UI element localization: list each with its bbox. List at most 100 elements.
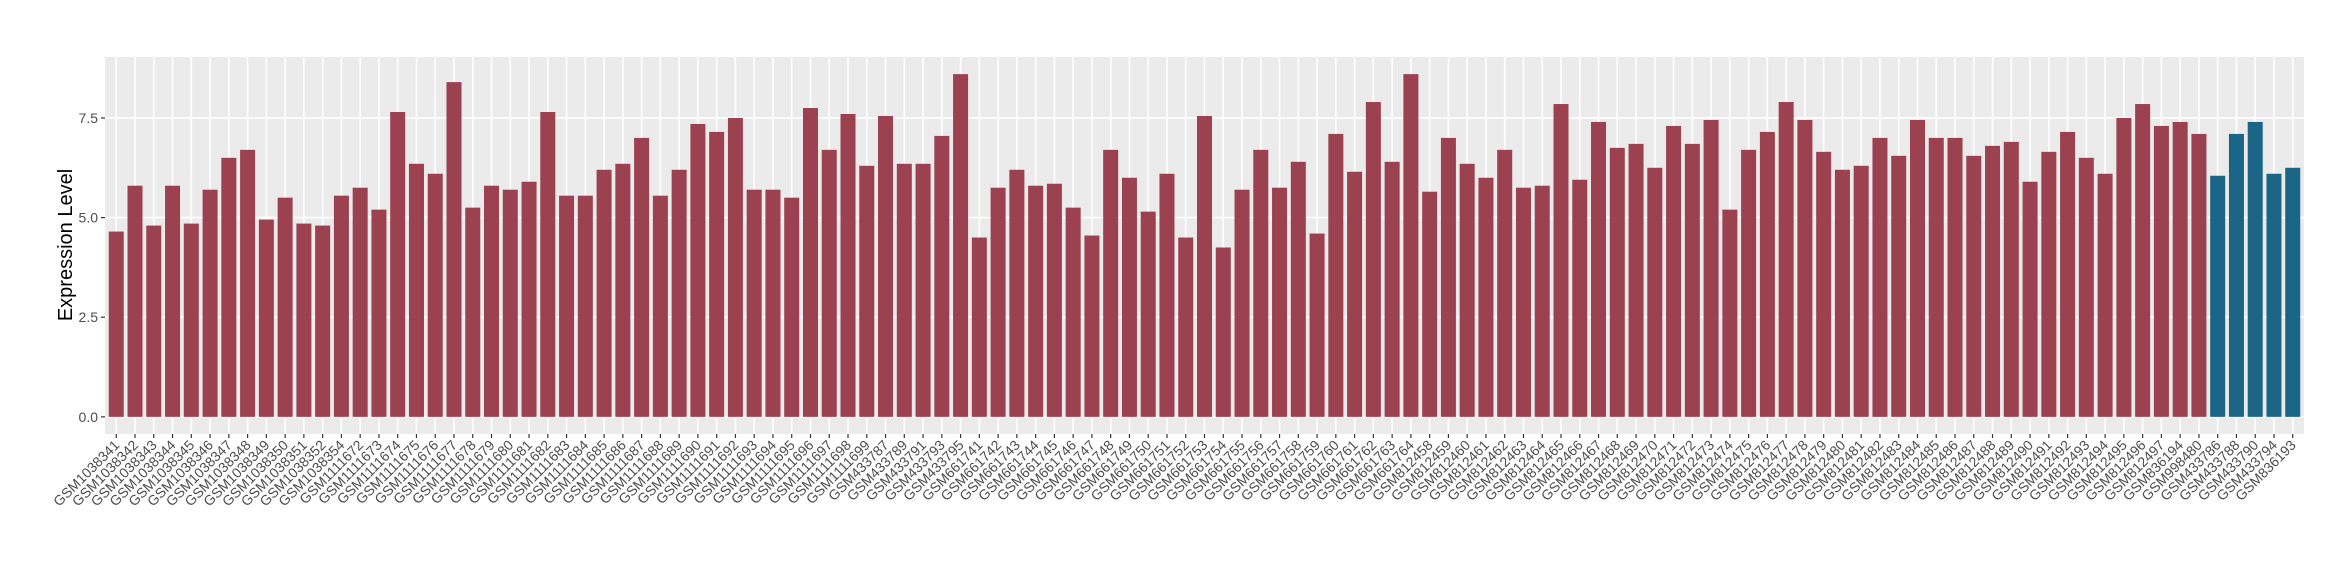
bar: [1009, 169, 1025, 417]
bar: [1591, 121, 1607, 417]
bar: [202, 189, 218, 417]
bar: [1891, 155, 1907, 417]
bar: [953, 74, 969, 417]
bar: [821, 149, 837, 417]
bar: [1103, 149, 1119, 417]
bar: [315, 225, 331, 417]
bar: [559, 195, 575, 417]
bar: [1065, 207, 1081, 417]
bar: [1196, 115, 1213, 417]
bar: [784, 197, 800, 417]
bar: [540, 111, 556, 417]
bar: [1647, 167, 1663, 417]
bar: [352, 187, 368, 417]
bar: [1234, 189, 1250, 417]
bar: [1703, 119, 1719, 417]
bar: [240, 149, 256, 417]
bar: [2172, 121, 2188, 417]
bar: [146, 225, 162, 417]
bar: [1365, 102, 1381, 417]
bar: [108, 231, 124, 417]
bar: [1272, 187, 1288, 417]
bar: [2228, 133, 2244, 417]
bar: [1384, 161, 1400, 417]
bar: [671, 169, 687, 417]
bar: [2022, 181, 2038, 417]
bar: [1084, 235, 1100, 417]
bar: [221, 157, 237, 417]
bar: [1872, 137, 1888, 417]
bar: [165, 185, 181, 417]
bar: [1759, 131, 1775, 417]
bar: [2116, 117, 2132, 417]
bar: [878, 115, 894, 417]
bar: [1328, 133, 1344, 417]
bar: [2210, 175, 2226, 417]
bar: [1478, 177, 1494, 417]
bar: [1966, 155, 1982, 417]
bar: [258, 219, 274, 417]
bar: [652, 195, 668, 417]
bar: [802, 108, 818, 417]
bar: [1515, 187, 1531, 417]
bar: [2285, 167, 2301, 417]
bar: [746, 189, 762, 417]
bar: [1140, 211, 1156, 417]
bar: [296, 223, 312, 417]
bar: [183, 223, 199, 417]
bar: [1684, 143, 1700, 417]
y-tick-label: 5.0: [79, 210, 99, 226]
bar: [1797, 119, 1813, 417]
bar: [1722, 209, 1738, 417]
y-axis-title: Expression Level: [55, 169, 77, 321]
bar: [1403, 74, 1419, 417]
bar: [1440, 137, 1456, 417]
bar: [709, 131, 725, 417]
bar: [1159, 173, 1175, 417]
bar: [1046, 183, 1062, 417]
bar: [1253, 149, 1269, 417]
bar: [2003, 141, 2019, 417]
bar: [971, 237, 987, 417]
bar: [690, 123, 706, 417]
bar: [1028, 185, 1044, 417]
bar: [1909, 119, 1925, 417]
bar: [1534, 185, 1550, 417]
bar: [371, 209, 387, 417]
bar: [1834, 169, 1850, 417]
bar: [1947, 137, 1963, 417]
bar: [2097, 173, 2113, 417]
bar: [1497, 149, 1513, 417]
bar: [596, 169, 612, 417]
bar: [521, 181, 537, 417]
bar: [427, 173, 443, 417]
bar: [934, 135, 950, 417]
bar: [2041, 151, 2057, 417]
bar: [859, 165, 875, 417]
bar: [277, 197, 293, 417]
bar: [1553, 104, 1569, 417]
y-tick-label: 2.5: [79, 309, 99, 325]
bar: [1816, 151, 1832, 417]
bar: [2078, 157, 2094, 417]
bar: [727, 117, 743, 417]
bar: [1309, 233, 1325, 417]
bar: [2153, 125, 2169, 417]
bar: [408, 163, 424, 417]
bar: [990, 187, 1006, 417]
bar: [1628, 143, 1644, 417]
bar: [915, 163, 931, 417]
bar: [1422, 191, 1438, 417]
bar: [1778, 102, 1794, 417]
bar: [1928, 137, 1944, 417]
bar: [390, 111, 406, 417]
bar: [446, 82, 462, 417]
bar: [1459, 163, 1475, 417]
bar: [615, 163, 631, 417]
bar: [1609, 147, 1625, 417]
bar: [502, 189, 518, 417]
bar: [840, 113, 856, 417]
bar: [2191, 133, 2207, 417]
bar: [465, 207, 481, 417]
